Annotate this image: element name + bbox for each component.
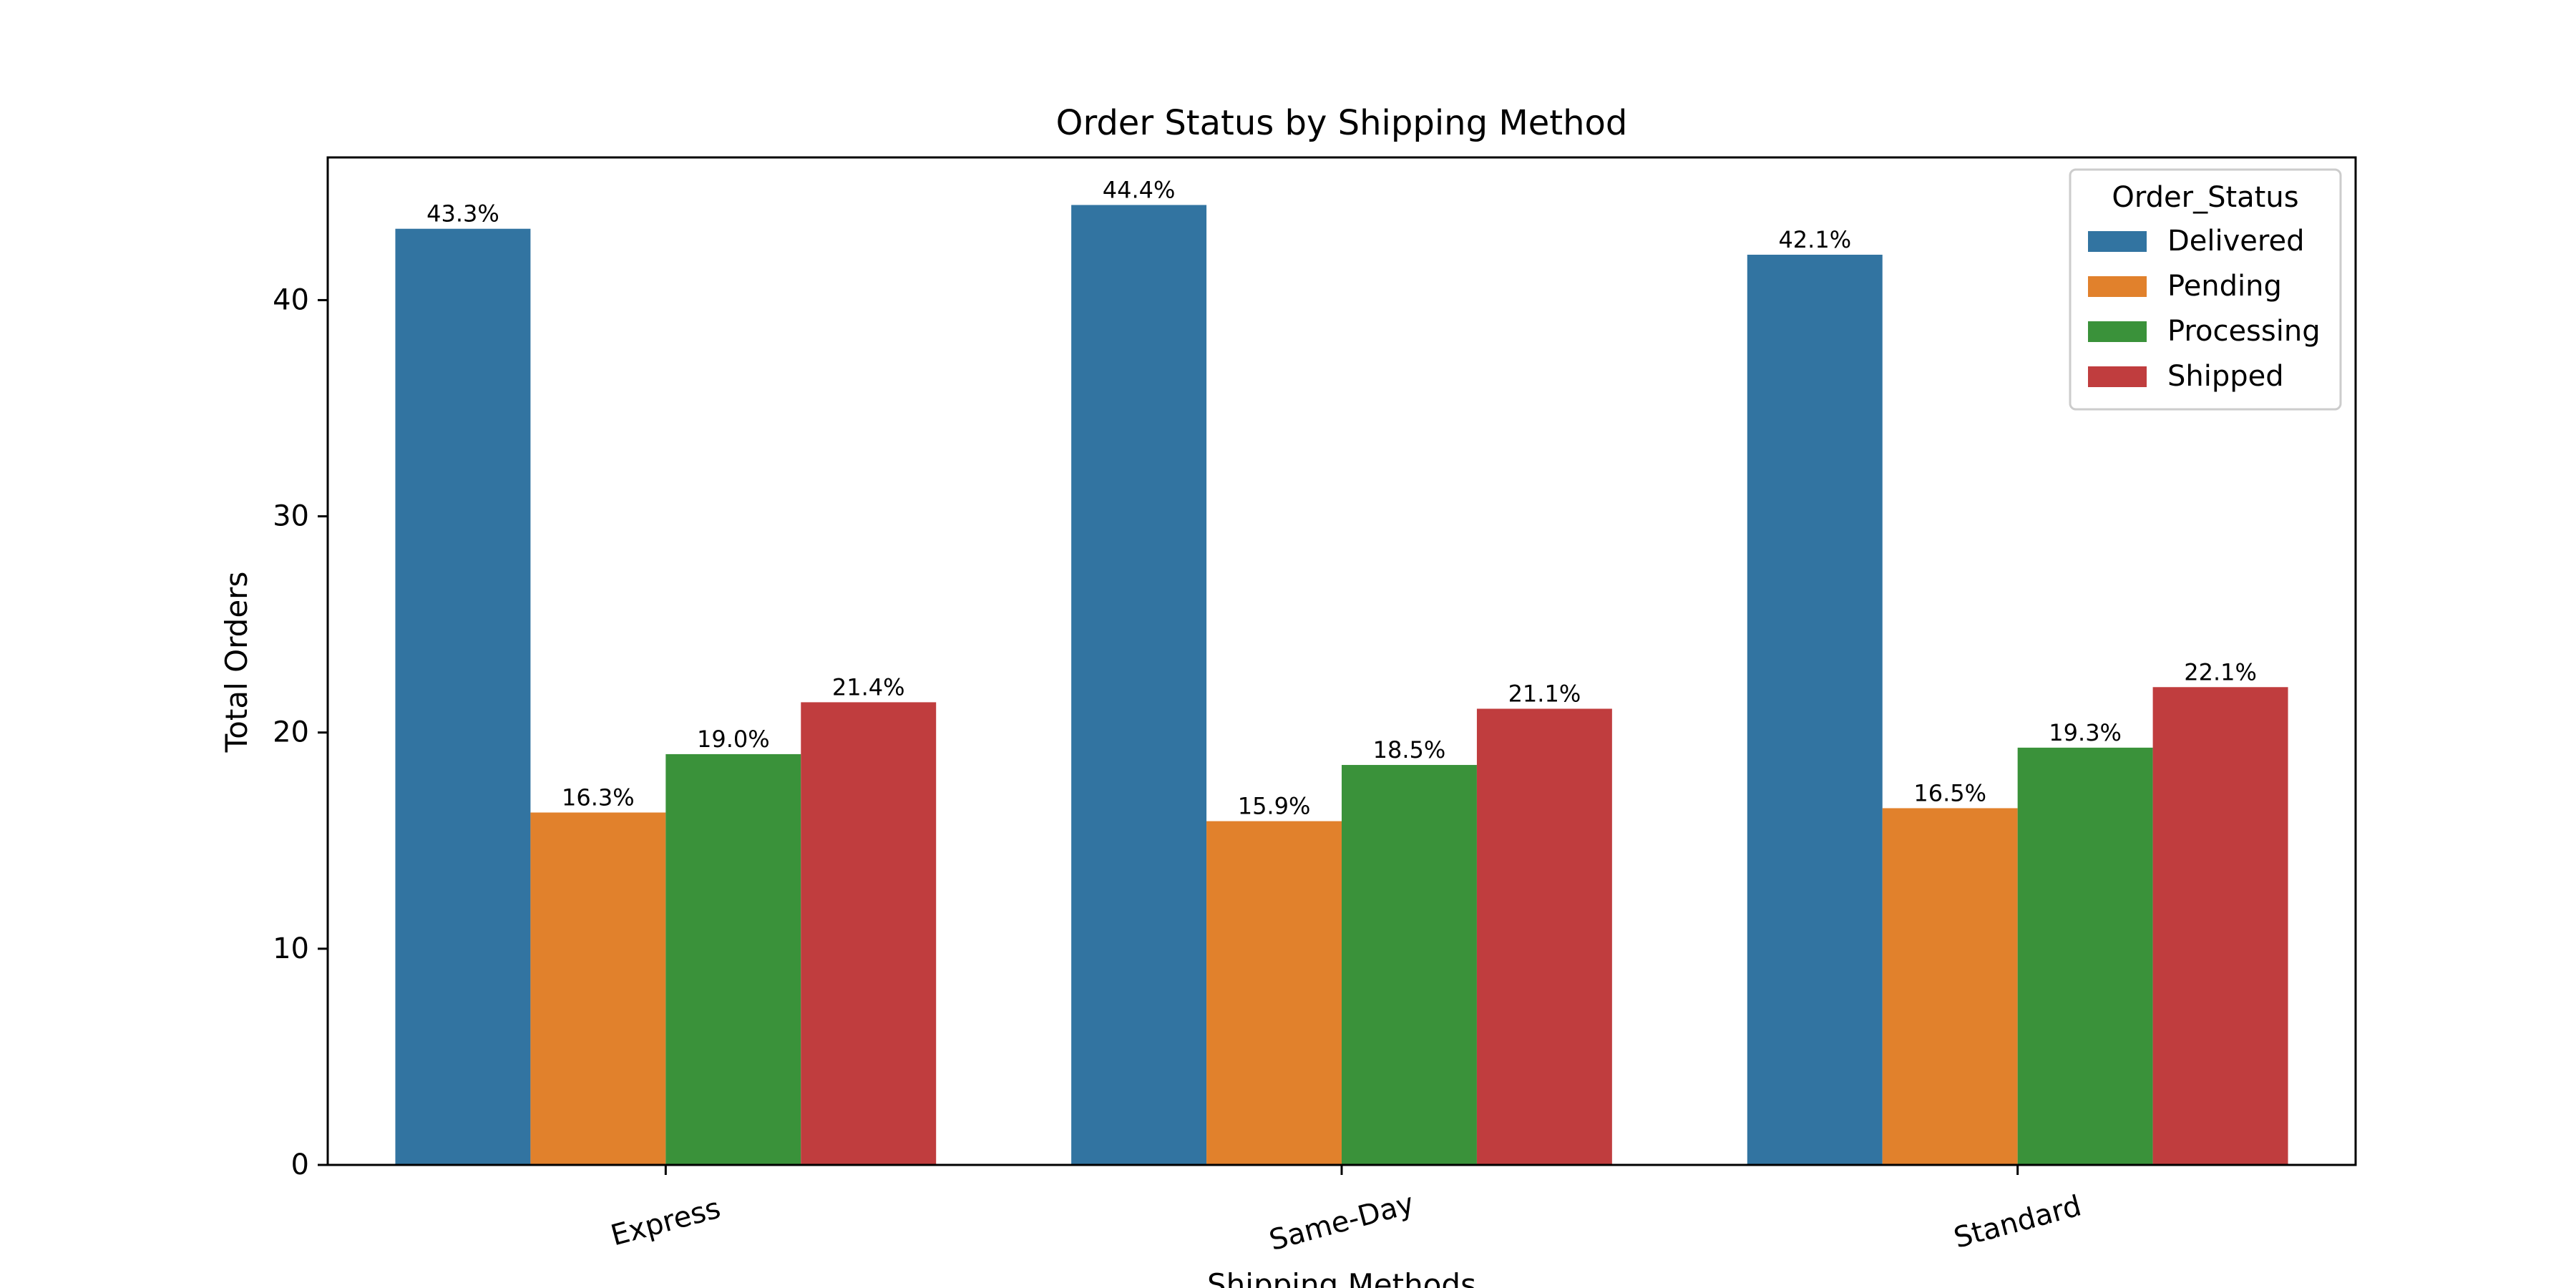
- legend: Order_Status Delivered Pending Processing S…: [2069, 168, 2342, 411]
- legend-swatch-pending: [2088, 276, 2147, 297]
- chart-title: Order Status by Shipping Method: [1056, 103, 1628, 143]
- legend-label-processing: Processing: [2167, 315, 2321, 348]
- y-tick-label: 20: [273, 716, 309, 749]
- bar-delivered-same-day: [1071, 205, 1207, 1165]
- series-processing: 19.0% 18.5% 19.3%: [665, 719, 2153, 1165]
- series-delivered: 43.3% 44.4% 42.1%: [395, 176, 1883, 1166]
- y-tick-label: 30: [273, 500, 309, 533]
- legend-label-delivered: Delivered: [2167, 225, 2304, 258]
- bar-processing-standard: [2017, 747, 2153, 1165]
- x-tick-label: Standard: [1951, 1189, 2085, 1255]
- plot-area: 43.3% 44.4% 42.1% 16.3% 15.9% 16.5% 19.0% 18.5%…: [273, 156, 2357, 1257]
- y-axis-label: Total Orders: [219, 572, 254, 753]
- data-label: 18.5%: [1373, 736, 1446, 763]
- data-label: 19.3%: [2049, 719, 2122, 746]
- data-label: 22.1%: [2184, 658, 2257, 686]
- x-tick-label: Same-Day: [1266, 1187, 1418, 1257]
- bar-processing-same-day: [1342, 765, 1477, 1165]
- legend-frame: [2069, 168, 2342, 411]
- bar-pending-standard: [1882, 808, 2018, 1165]
- data-label: 16.3%: [562, 784, 635, 811]
- data-label: 44.4%: [1103, 176, 1176, 203]
- data-label: 15.9%: [1238, 793, 1311, 820]
- legend-label-shipped: Shipped: [2167, 360, 2284, 393]
- data-label: 21.1%: [1508, 680, 1581, 707]
- bar-shipped-same-day: [1476, 708, 1612, 1165]
- data-label: 42.1%: [1778, 226, 1851, 253]
- bar-processing-express: [665, 753, 801, 1165]
- x-tick-label: Express: [608, 1192, 724, 1253]
- bar-delivered-express: [395, 228, 531, 1166]
- y-tick-label: 10: [273, 932, 309, 965]
- legend-swatch-shipped: [2088, 366, 2147, 387]
- series-pending: 16.3% 15.9% 16.5%: [530, 779, 2018, 1165]
- bar-shipped-express: [801, 702, 937, 1165]
- bar-delivered-standard: [1747, 254, 1883, 1165]
- bar-shipped-standard: [2152, 687, 2288, 1165]
- data-label: 19.0%: [697, 726, 770, 753]
- legend-swatch-processing: [2088, 321, 2147, 342]
- bar-pending-same-day: [1206, 821, 1342, 1165]
- legend-label-pending: Pending: [2167, 270, 2282, 303]
- y-tick-label: 40: [273, 283, 309, 316]
- data-label: 16.5%: [1913, 779, 1986, 806]
- series-shipped: 21.4% 21.1% 22.1%: [801, 658, 2288, 1165]
- x-axis-label: Shipping Methods: [1207, 1267, 1476, 1288]
- legend-swatch-delivered: [2088, 231, 2147, 252]
- bar-pending-express: [530, 812, 666, 1165]
- data-label: 43.3%: [426, 200, 499, 228]
- y-tick-label: 0: [291, 1148, 309, 1181]
- data-label: 21.4%: [832, 673, 905, 701]
- legend-title: Order_Status: [2112, 181, 2298, 214]
